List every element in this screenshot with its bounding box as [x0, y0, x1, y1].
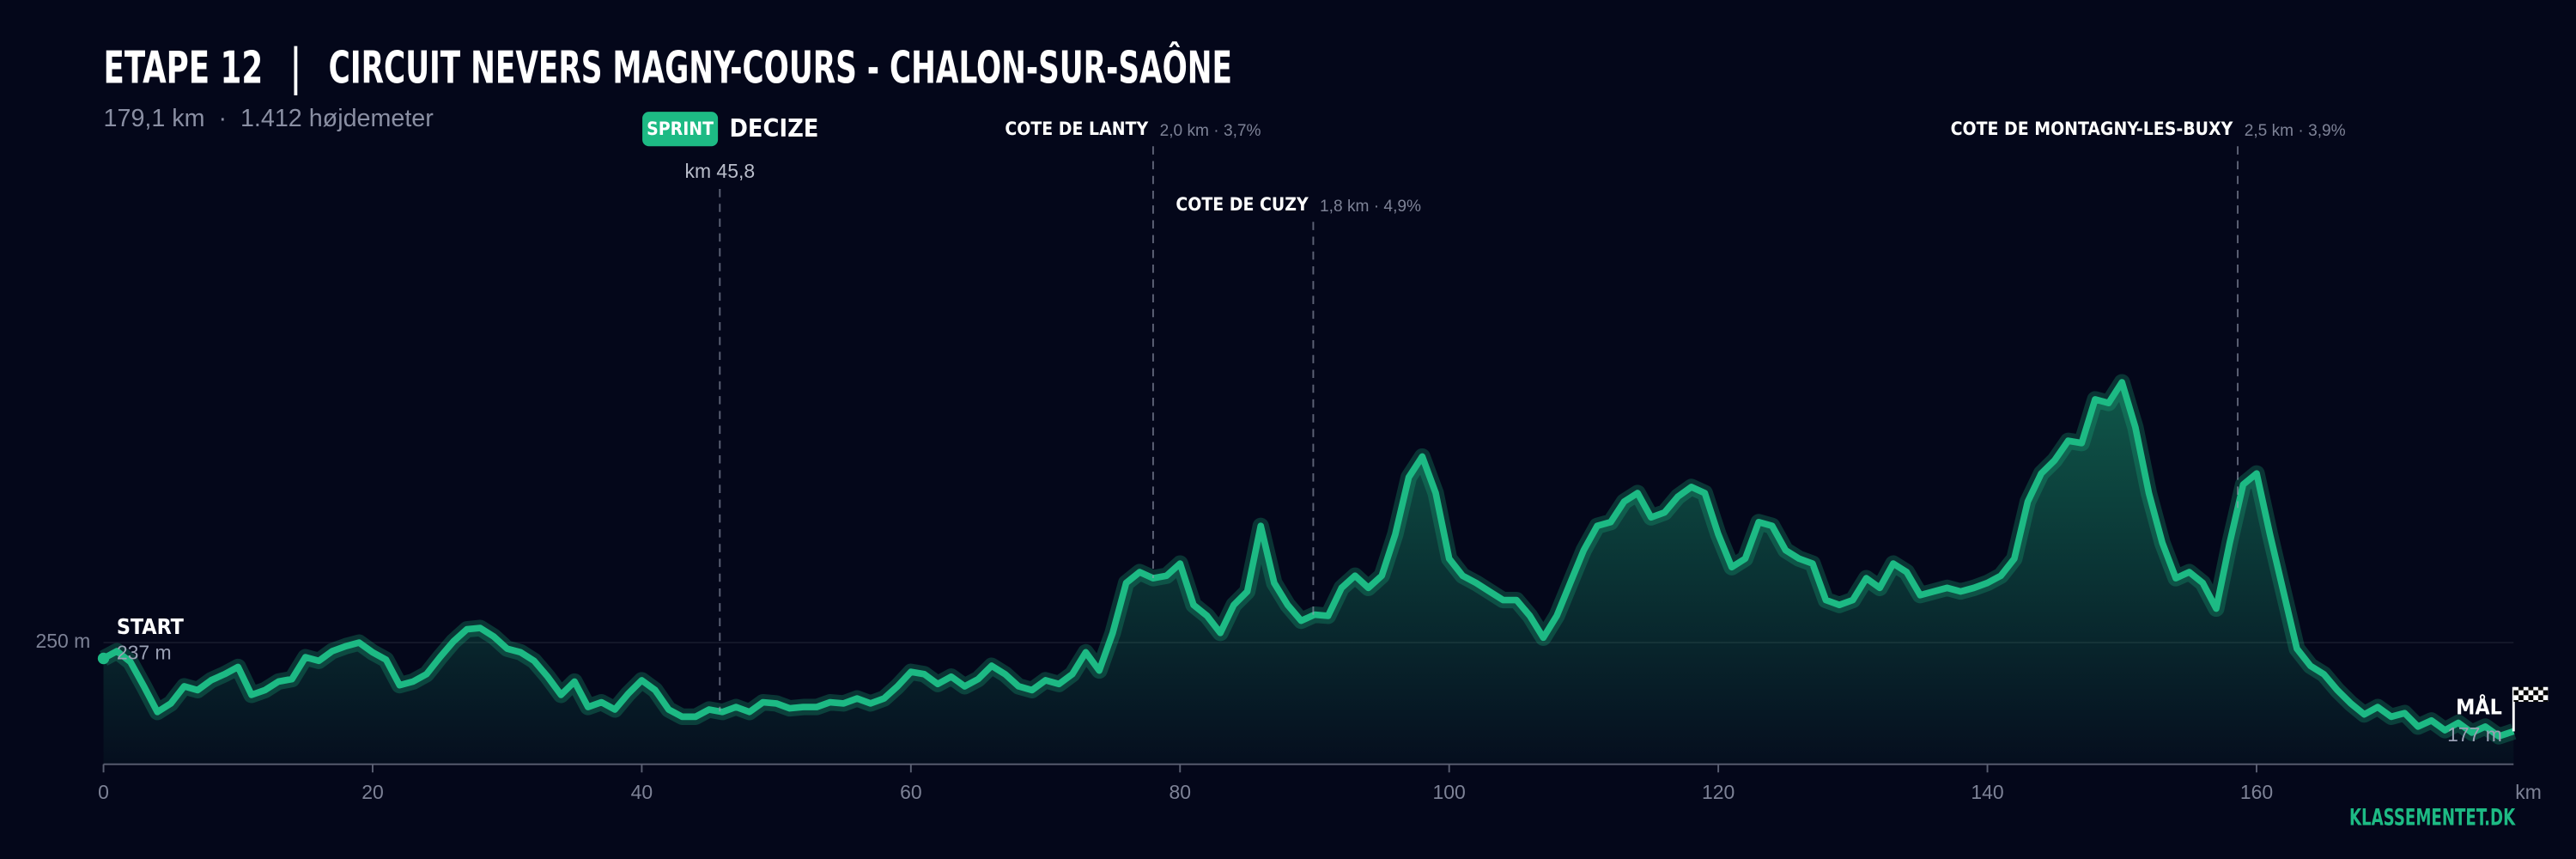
- x-tick-label: 0: [98, 781, 109, 803]
- x-tick-label: 60: [900, 781, 922, 803]
- start-elevation: 237 m: [117, 642, 172, 664]
- x-tick-label: 40: [631, 781, 653, 803]
- climb-info: 2,5 km · 3,9%: [2245, 122, 2346, 140]
- x-tick-label: 20: [361, 781, 384, 803]
- x-tick-label: 100: [1433, 781, 1466, 803]
- start-label: START: [117, 614, 185, 639]
- x-tick-label: 160: [2240, 781, 2273, 803]
- x-tick-label: 80: [1169, 781, 1191, 803]
- finish-elevation: 177 m: [2447, 723, 2502, 746]
- climb-name: COTE DE LANTY: [1005, 118, 1148, 139]
- start-dot: [97, 652, 110, 665]
- x-tick-label: 140: [1971, 781, 2003, 803]
- x-tick-label: 120: [1702, 781, 1735, 803]
- sprint-badge-text: SPRINT: [647, 118, 714, 139]
- subtitle: 179,1 km · 1.412 højdemeter: [104, 105, 434, 132]
- route: CIRCUIT NEVERS MAGNY-COURS - CHALON-SUR-…: [329, 40, 1232, 94]
- x-unit: km: [2515, 781, 2542, 803]
- finish-flag: [2513, 686, 2549, 702]
- brand: KLASSEMENTET.DK: [2349, 804, 2516, 831]
- title: ETAPE 12: [104, 42, 264, 94]
- climb-name: COTE DE MONTAGNY-LES-BUXY: [1951, 118, 2233, 139]
- climb-info: 1,8 km · 4,9%: [1320, 198, 1421, 216]
- sprint-name: DECIZE: [729, 113, 818, 143]
- y-tick-label: 250 m: [35, 630, 90, 652]
- climb-name: COTE DE CUZY: [1176, 193, 1309, 215]
- content: ETAPE 12 CIRCUIT NEVERS MAGNY-COURS - CH…: [35, 40, 2549, 831]
- climb-info: 2,0 km · 3,7%: [1160, 122, 1261, 140]
- sprint-km: km 45,8: [684, 160, 755, 182]
- area: [103, 382, 2514, 765]
- finish-label: MÅL: [2456, 695, 2502, 720]
- profile-line: [101, 379, 2515, 740]
- sprint-badge: [642, 112, 719, 147]
